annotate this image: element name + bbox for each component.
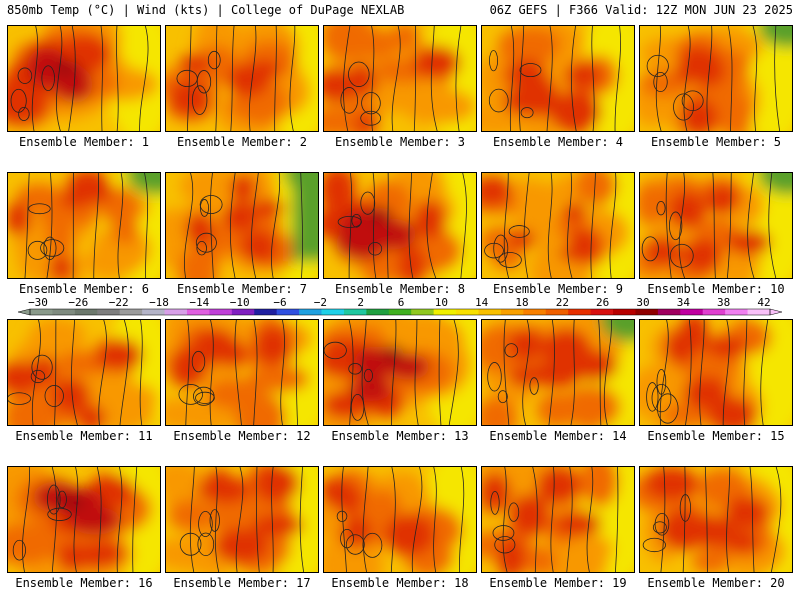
- colorbar-swatch: [613, 309, 636, 315]
- colorbar-swatch: [478, 309, 502, 315]
- colorbar-tick-label: 34: [677, 296, 691, 309]
- ensemble-member-caption: Ensemble Member: 10: [647, 282, 785, 296]
- header-title-right: 06Z GEFS | F366 Valid: 12Z MON JUN 23 20…: [489, 3, 793, 17]
- colorbar-swatch: [52, 309, 76, 315]
- colorbar-tick-label: −30: [28, 296, 48, 309]
- ensemble-member-caption: Ensemble Member: 3: [334, 135, 466, 149]
- colorbar-tick-label: 22: [556, 296, 569, 309]
- colorbar-tick-label: −22: [109, 296, 129, 309]
- colorbar-swatch: [119, 309, 143, 315]
- ensemble-member-caption: Ensemble Member: 15: [647, 429, 785, 443]
- colorbar-tick-label: −18: [149, 296, 169, 309]
- colorbar-swatch: [276, 309, 300, 315]
- ensemble-member-map: [639, 25, 793, 132]
- ensemble-member-caption: Ensemble Member: 7: [176, 282, 308, 296]
- ensemble-member-map: [481, 25, 635, 132]
- colorbar-swatch: [299, 309, 323, 315]
- colorbar-swatch: [254, 309, 278, 315]
- ensemble-member-map: [165, 172, 319, 279]
- colorbar-swatch: [500, 309, 524, 315]
- colorbar-swatch: [209, 309, 233, 315]
- ensemble-member-caption: Ensemble Member: 5: [650, 135, 782, 149]
- ensemble-member-caption: Ensemble Member: 12: [173, 429, 311, 443]
- ensemble-member-map: [7, 319, 161, 426]
- ensemble-member-caption: Ensemble Member: 18: [331, 576, 469, 590]
- colorbar-tick-label: 30: [636, 296, 649, 309]
- ensemble-member-map: [639, 319, 793, 426]
- ensemble-member-caption: Ensemble Member: 6: [18, 282, 150, 296]
- ensemble-member-map: [323, 25, 477, 132]
- colorbar-swatch: [142, 309, 166, 315]
- colorbar-swatch: [680, 309, 704, 315]
- colorbar-tick-label: −2: [314, 296, 327, 309]
- ensemble-member-caption: Ensemble Member: 9: [492, 282, 624, 296]
- colorbar-swatch: [30, 309, 53, 315]
- colorbar-tick-label: −6: [273, 296, 286, 309]
- colorbar-swatch: [568, 309, 592, 315]
- colorbar-end-arrow: [17, 308, 31, 316]
- ensemble-member-map: [481, 319, 635, 426]
- ensemble-member-caption: Ensemble Member: 19: [489, 576, 627, 590]
- colorbar-tick-label: 10: [435, 296, 448, 309]
- colorbar-tick-label: 42: [757, 296, 770, 309]
- ensemble-member-caption: Ensemble Member: 20: [647, 576, 785, 590]
- colorbar-swatch: [231, 309, 255, 315]
- ensemble-member-map: [7, 172, 161, 279]
- ensemble-member-map: [165, 319, 319, 426]
- ensemble-member-map: [323, 466, 477, 573]
- colorbar-swatch: [545, 309, 569, 315]
- ensemble-member-map: [639, 466, 793, 573]
- colorbar-swatch: [590, 309, 614, 315]
- ensemble-member-map: [639, 172, 793, 279]
- ensemble-member-caption: Ensemble Member: 1: [18, 135, 150, 149]
- colorbar-tick-label: −10: [230, 296, 250, 309]
- ensemble-member-caption: Ensemble Member: 13: [331, 429, 469, 443]
- colorbar-swatch: [366, 309, 390, 315]
- colorbar-swatch: [433, 309, 457, 315]
- ensemble-member-map: [323, 172, 477, 279]
- ensemble-member-caption: Ensemble Member: 16: [15, 576, 153, 590]
- ensemble-member-map: [165, 466, 319, 573]
- ensemble-member-map: [7, 466, 161, 573]
- colorbar-tick-label: 18: [515, 296, 528, 309]
- colorbar-swatch: [343, 309, 367, 315]
- colorbar-tick-label: −14: [189, 296, 209, 309]
- colorbar-swatch: [523, 309, 547, 315]
- ensemble-member-caption: Ensemble Member: 2: [176, 135, 308, 149]
- colorbar-swatch: [657, 309, 681, 315]
- colorbar-tick-label: 2: [357, 296, 364, 309]
- ensemble-member-caption: Ensemble Member: 8: [334, 282, 466, 296]
- colorbar-swatch: [456, 309, 479, 315]
- colorbar-swatch: [321, 309, 345, 315]
- colorbar-swatch: [702, 309, 726, 315]
- colorbar-tick-label: 14: [475, 296, 489, 309]
- header-title-left: 850mb Temp (°C) | Wind (kts) | College o…: [7, 3, 405, 17]
- colorbar-tick-label: 6: [398, 296, 405, 309]
- colorbar-end-arrow: [769, 308, 783, 316]
- colorbar-swatch: [635, 309, 659, 315]
- temperature-colorbar: −30 −26 −22 −18 −14 −10 −6 −2 2 6 10 14 18 22 26 30 34 38…: [17, 296, 783, 316]
- colorbar-swatch: [186, 309, 210, 315]
- colorbar-swatch: [74, 309, 98, 315]
- colorbar-swatch: [411, 309, 435, 315]
- colorbar-swatch: [747, 309, 771, 315]
- ensemble-member-map: [323, 319, 477, 426]
- colorbar-swatch: [725, 309, 749, 315]
- colorbar-tick-label: −26: [68, 296, 88, 309]
- ensemble-member-caption: Ensemble Member: 11: [15, 429, 153, 443]
- ensemble-member-map: [481, 172, 635, 279]
- colorbar-swatch: [97, 309, 121, 315]
- ensemble-member-map: [165, 25, 319, 132]
- colorbar-tick-label: 26: [596, 296, 609, 309]
- ensemble-member-caption: Ensemble Member: 4: [492, 135, 624, 149]
- ensemble-member-map: [481, 466, 635, 573]
- ensemble-member-caption: Ensemble Member: 17: [173, 576, 311, 590]
- ensemble-member-map: [7, 25, 161, 132]
- colorbar-swatch: [164, 309, 188, 315]
- ensemble-member-caption: Ensemble Member: 14: [489, 429, 627, 443]
- colorbar-swatch: [388, 309, 412, 315]
- colorbar-tick-label: 38: [717, 296, 730, 309]
